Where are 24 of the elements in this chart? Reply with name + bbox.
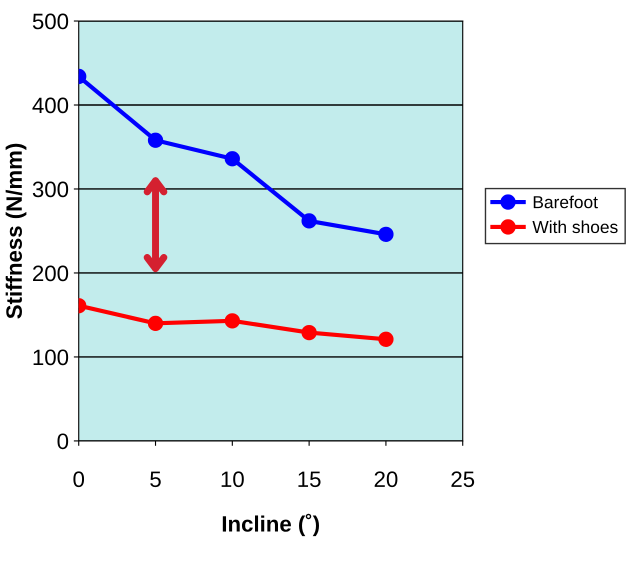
point	[148, 132, 164, 148]
point	[301, 324, 317, 340]
x-axis-title: Incline (˚)	[222, 514, 319, 536]
point	[378, 332, 394, 347]
point	[378, 226, 394, 242]
x-tick-label: 15	[298, 472, 321, 488]
point	[224, 151, 240, 166]
point	[224, 313, 240, 328]
x-tick-label: 25	[451, 471, 474, 488]
y-tick-label: 400	[32, 98, 68, 114]
y-tick-label: 500	[32, 14, 68, 30]
legend-label: Barefoot	[534, 196, 598, 208]
y-tick-label: 100	[34, 349, 68, 366]
x-tick-label: 10	[222, 471, 244, 488]
x-tick-label: 20	[374, 471, 398, 488]
x-tick-label: 0	[73, 471, 84, 488]
y-axis-title: Stiffness (N/mm)	[6, 144, 26, 319]
y-tick-label: 200	[33, 265, 68, 282]
x-tick-label: 5	[150, 472, 161, 488]
legend-label: With shoes	[532, 220, 618, 234]
y-tick-label: 300	[32, 182, 68, 198]
point	[301, 213, 317, 229]
point	[148, 316, 164, 331]
y-tick-label: 0	[58, 433, 68, 450]
